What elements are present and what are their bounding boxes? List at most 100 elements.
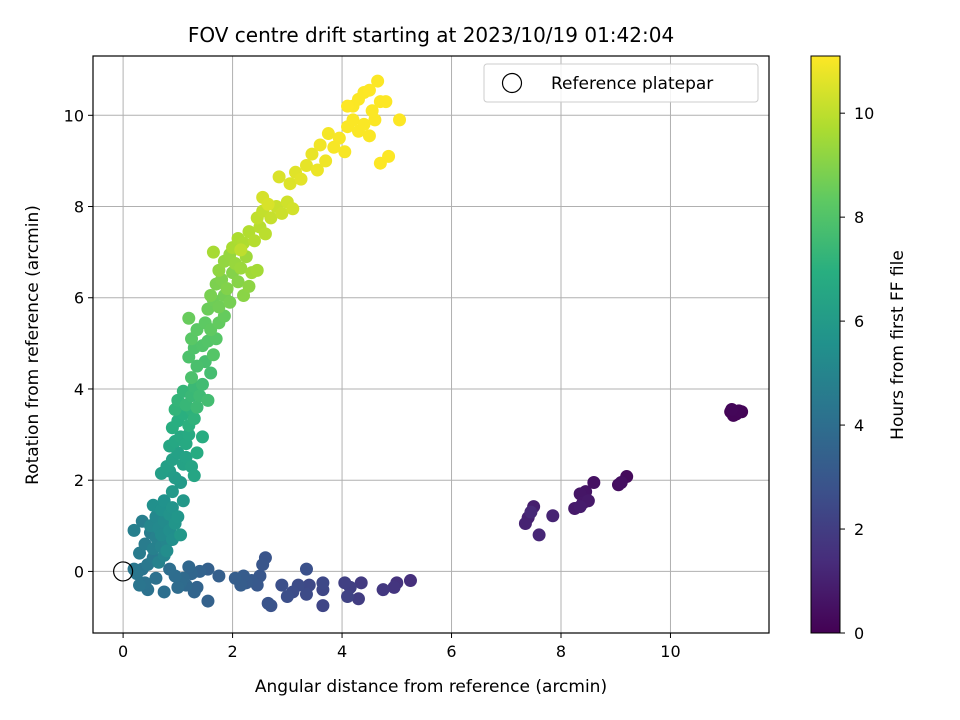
data-points: [127, 74, 749, 613]
data-point: [371, 74, 385, 88]
data-point: [261, 197, 275, 211]
x-axis: 0 2 4 6 8 10: [118, 633, 681, 661]
data-point: [403, 574, 417, 588]
data-point: [341, 99, 355, 113]
data-point: [341, 590, 355, 604]
data-point: [283, 177, 297, 191]
data-point: [157, 585, 171, 599]
data-point: [275, 578, 289, 592]
x-tick-label: 2: [227, 642, 237, 661]
colorbar-gradient: [810, 55, 841, 634]
x-tick-label: 8: [556, 642, 566, 661]
data-point: [357, 117, 371, 131]
data-point: [190, 446, 204, 460]
data-point: [182, 560, 196, 574]
data-point: [231, 275, 245, 289]
data-point: [220, 282, 234, 296]
data-point: [316, 599, 330, 613]
data-point: [163, 562, 177, 576]
data-point: [321, 127, 335, 141]
data-point: [149, 571, 163, 585]
y-tick-label: 2: [74, 471, 84, 490]
data-point: [187, 412, 201, 426]
data-point: [171, 510, 185, 524]
data-point: [546, 509, 560, 523]
data-point: [299, 158, 313, 172]
reference-marker-group: [113, 561, 134, 582]
data-point: [258, 227, 272, 241]
data-point: [362, 129, 376, 143]
data-point: [275, 206, 289, 220]
data-point: [165, 485, 179, 499]
data-point: [228, 571, 242, 585]
data-point: [573, 500, 587, 514]
data-point: [532, 528, 546, 542]
legend-box: [483, 63, 759, 103]
plot-frame: [92, 55, 770, 634]
y-tick-label: 10: [64, 106, 84, 125]
y-axis: 0 2 4 6 8 10: [64, 106, 93, 581]
data-point: [316, 576, 330, 590]
data-point: [319, 154, 333, 168]
colorbar-label: Hours from first FF file: [888, 250, 908, 440]
data-point: [272, 170, 286, 184]
data-point: [176, 494, 190, 508]
data-point: [171, 580, 185, 594]
data-point: [518, 517, 532, 531]
data-point: [234, 261, 248, 275]
x-tick-label: 10: [660, 642, 680, 661]
data-point: [299, 562, 313, 576]
colorbar: 0 2 4 6 8 10 Hours from first FF file: [810, 55, 908, 643]
data-point: [160, 544, 174, 558]
data-point: [212, 300, 226, 314]
legend-reference-marker: [501, 72, 523, 94]
data-point: [338, 145, 352, 159]
chart-title: FOV centre drift starting at 2023/10/19 …: [188, 23, 674, 47]
data-point: [587, 475, 601, 489]
data-point: [379, 95, 393, 109]
data-point: [206, 348, 220, 362]
data-point: [223, 295, 237, 309]
data-point: [234, 243, 248, 257]
data-point: [313, 138, 327, 152]
data-point: [185, 371, 199, 385]
data-point: [174, 528, 188, 542]
colorbar-tick-label: 4: [854, 416, 864, 435]
data-point: [195, 377, 209, 391]
data-point: [204, 366, 218, 380]
data-point: [261, 596, 275, 610]
data-point: [725, 402, 739, 416]
x-axis-label: Angular distance from reference (arcmin): [255, 677, 607, 697]
data-point: [365, 104, 379, 118]
data-point: [305, 147, 319, 161]
y-tick-label: 6: [74, 289, 84, 308]
data-point: [127, 523, 141, 537]
reference-marker: [113, 561, 134, 582]
data-point: [133, 578, 147, 592]
data-point: [614, 475, 628, 489]
data-point: [310, 163, 324, 177]
data-point: [351, 592, 365, 606]
data-point: [294, 172, 308, 186]
data-point: [256, 558, 270, 572]
data-point: [190, 400, 204, 414]
data-point: [376, 583, 390, 597]
data-point: [280, 590, 294, 604]
data-point: [201, 393, 215, 407]
y-axis-label: Rotation from reference (arcmin): [23, 205, 43, 485]
data-point: [187, 469, 201, 483]
colorbar-tick-label: 0: [854, 624, 864, 643]
y-tick-label: 8: [74, 198, 84, 217]
data-point: [286, 202, 300, 216]
data-point: [393, 113, 407, 127]
data-point: [264, 211, 278, 225]
x-tick-label: 6: [446, 642, 456, 661]
data-point: [206, 245, 220, 259]
data-point: [212, 569, 226, 583]
data-point: [195, 430, 209, 444]
legend-label: Reference platepar: [551, 74, 713, 94]
y-tick-label: 4: [74, 380, 84, 399]
data-point: [250, 263, 264, 277]
data-point: [242, 279, 256, 293]
data-point: [182, 311, 196, 325]
